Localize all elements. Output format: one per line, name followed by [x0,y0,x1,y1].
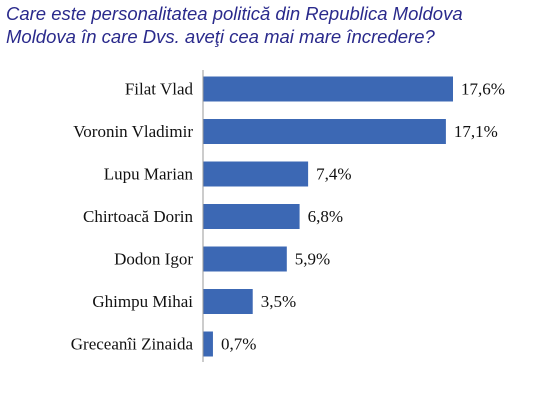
category-label: Greceanîi Zinaida [71,335,194,354]
bar [203,331,213,357]
bar [203,119,446,144]
bar [203,76,453,102]
category-label: Filat Vlad [125,80,194,99]
chart-title: Care este personalitatea politică din Re… [6,2,531,48]
category-label: Ghimpu Mihai [92,292,193,311]
bar [203,289,253,314]
value-label: 6,8% [308,207,343,226]
chart-title-line-1: Care este personalitatea politică din Re… [6,3,463,24]
category-label: Voronin Vladimir [73,122,193,141]
bar [203,161,309,187]
bar [203,246,287,272]
value-label: 17,1% [454,122,498,141]
chart-title-line-2: Moldova în care Dvs. aveţi cea mai mare … [6,26,435,47]
value-label: 0,7% [221,335,256,354]
category-label: Chirtoacă Dorin [83,207,193,226]
value-label: 17,6% [461,80,505,99]
category-label: Lupu Marian [104,165,194,184]
category-label: Dodon Igor [114,250,193,269]
bar [203,204,300,229]
value-label: 3,5% [261,292,296,311]
value-label: 5,9% [295,250,330,269]
value-label: 7,4% [316,165,351,184]
